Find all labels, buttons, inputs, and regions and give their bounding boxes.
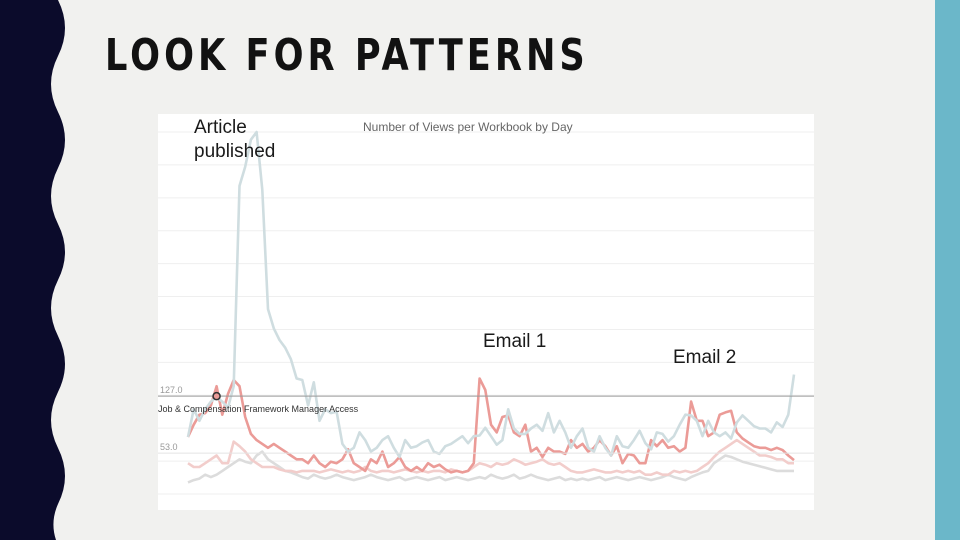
slide-title: LOOK FOR PATTERNS <box>105 30 589 81</box>
series-line-3[interactable] <box>187 438 794 477</box>
series-line-2[interactable] <box>186 377 795 474</box>
series-label-job-compensation: Job & Compensation Framework Manager Acc… <box>158 404 359 414</box>
reference-line-label: 53.0 <box>160 442 178 452</box>
reference-line-label: 127.0 <box>160 385 183 395</box>
chart-panel <box>158 114 814 510</box>
wavy-left-band <box>0 0 65 540</box>
annotation-email-2: Email 2 <box>673 347 737 368</box>
reference-lines: 127.0 53.0 <box>158 385 814 454</box>
right-accent-band <box>935 0 960 540</box>
line-chart: Number of Views per Workbook by Day 127.… <box>158 120 814 495</box>
highlight-marker[interactable] <box>212 391 221 401</box>
annotation-article-published: Article published <box>194 117 276 162</box>
annotation-email-1: Email 1 <box>483 331 547 352</box>
chart-series <box>186 130 796 484</box>
chart-title: Number of Views per Workbook by Day <box>363 120 573 134</box>
series-line-1[interactable] <box>186 130 796 459</box>
